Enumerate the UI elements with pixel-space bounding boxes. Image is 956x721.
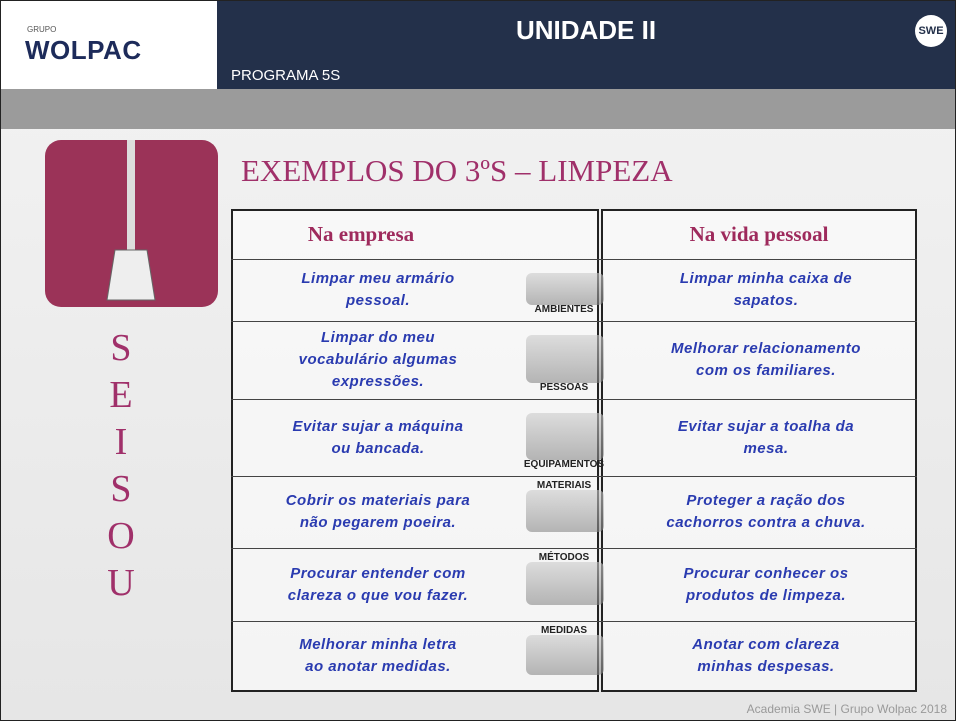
header-subtitle: PROGRAMA 5S (231, 67, 341, 84)
row-divider (231, 321, 917, 322)
icon-label: AMBIENTES (534, 304, 594, 315)
icon-label: MEDIDAS (540, 625, 588, 636)
side-letter: O (107, 515, 135, 557)
column-header: Na empresa (307, 222, 415, 246)
left-cell: Melhorar minha letra ao anotar medidas. (299, 636, 457, 675)
page-title: EXEMPLOS DO 3ºS – LIMPEZA (241, 153, 673, 188)
row-icon (526, 413, 604, 460)
row-icon (526, 635, 604, 675)
left-cell: Limpar meu armário pessoal. (301, 270, 455, 309)
side-letter: I (114, 421, 128, 463)
left-cell: Evitar sujar a máquina ou bancada. (292, 417, 464, 457)
row-divider (231, 399, 917, 400)
right-cell: Anotar com clareza minhas despesas. (692, 636, 840, 675)
logo-small: GRUPO (27, 25, 57, 34)
right-cell: Evitar sujar a toalha da mesa. (677, 417, 855, 457)
right-cell: Procurar conhecer os produtos de limpeza… (683, 564, 849, 604)
header-title: UNIDADE II (515, 15, 657, 45)
row-icon (526, 273, 604, 305)
row-icon (526, 490, 604, 532)
icon-label: MÉTODOS (538, 552, 590, 563)
icon-label: MATERIAIS (536, 480, 592, 491)
row-divider (231, 259, 917, 260)
header-band: UNIDADE II PROGRAMA 5S SWE (217, 1, 955, 89)
row-divider (231, 621, 917, 622)
side-letter: S (110, 468, 132, 510)
logo: WOLPAC (25, 35, 142, 65)
row-divider (231, 548, 917, 549)
gray-band (1, 89, 955, 129)
left-cell: Cobrir os materiais para não pegarem poe… (285, 492, 471, 531)
icon-label: PESSOAS (539, 382, 589, 393)
broom-icon (45, 140, 218, 307)
icon-label: EQUIPAMENTOS (523, 459, 605, 470)
column-header: Na vida pessoal (689, 222, 829, 246)
row-divider (231, 476, 917, 477)
side-letter: U (107, 562, 135, 604)
left-cell: Procurar entender com clareza o que vou … (287, 564, 469, 604)
badge: SWE (915, 15, 947, 47)
right-cell: Limpar minha caixa de sapatos. (679, 270, 853, 309)
logo-area: GRUPO WOLPAC (1, 1, 217, 89)
side-letter: S (110, 327, 132, 369)
side-letter: E (109, 374, 133, 416)
right-cell: Melhorar relacionamento com os familiare… (671, 340, 861, 379)
row-icon (526, 335, 604, 383)
left-cell: Limpar do meu vocabulário algumas expres… (298, 329, 458, 390)
row-icon (526, 562, 604, 605)
footer: Academia SWE | Grupo Wolpac 2018 (746, 702, 947, 716)
right-cell: Proteger a ração dos cachorros contra a … (666, 492, 866, 531)
